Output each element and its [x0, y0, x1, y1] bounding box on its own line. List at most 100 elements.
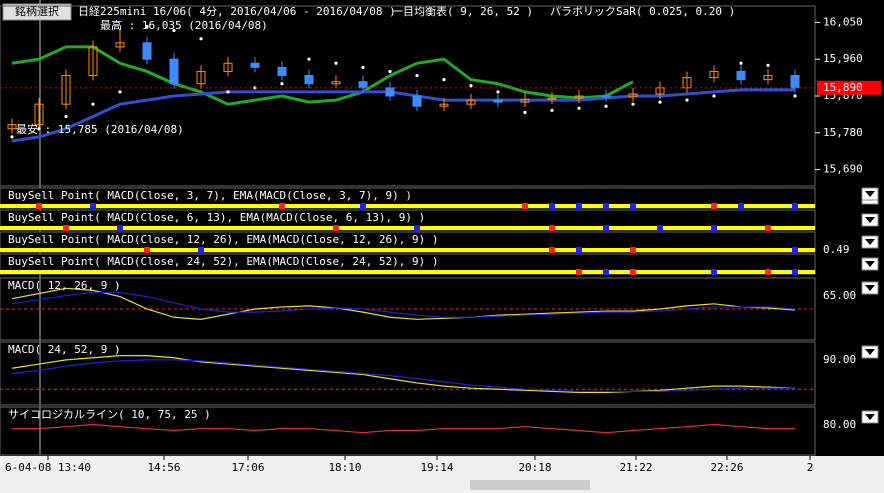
buy-signal [333, 225, 339, 231]
time-label: 21:22 [619, 461, 652, 474]
signal-band [0, 248, 815, 252]
signal-label: BuySell Point( MACD(Close, 12, 26), EMA(… [8, 233, 438, 246]
buy-signal [36, 203, 42, 209]
sar-dot [280, 82, 284, 86]
candle-body [169, 58, 179, 85]
indicator-line [11, 359, 795, 392]
sar-dot [172, 28, 176, 33]
sar-dot [361, 65, 365, 69]
sar-dot [577, 106, 581, 110]
signal-label: BuySell Point( MACD(Close, 6, 13), EMA(M… [8, 211, 425, 224]
buy-signal [549, 247, 555, 253]
high-annotation: 最高 : 16,035 (2016/04/08) [100, 18, 268, 32]
candle-body [439, 103, 449, 107]
panel-menu-arrow [865, 191, 875, 197]
sell-signal [792, 203, 798, 209]
signal-label: BuySell Point( MACD(Close, 3, 7), EMA(MA… [8, 189, 412, 202]
candle-body [763, 75, 773, 81]
indicator-panel [0, 341, 816, 406]
sell-signal [576, 203, 582, 209]
candle-body [7, 124, 17, 130]
side-label: 0.49 [823, 243, 850, 256]
sell-signal [603, 269, 609, 275]
indicator-line [11, 355, 796, 393]
sell-signal [738, 203, 744, 209]
candle-body [736, 70, 746, 81]
panel-menu-arrow [865, 217, 875, 223]
buy-signal [144, 247, 150, 253]
symbol-button[interactable] [2, 3, 72, 21]
candle-body [574, 95, 584, 99]
sar-dot [712, 94, 716, 98]
sell-signal [414, 225, 420, 231]
candle-body [385, 87, 395, 97]
indicator-line [11, 291, 796, 318]
candle-body [547, 97, 557, 100]
sell-signal [549, 203, 555, 209]
sell-signal [360, 203, 366, 209]
signal-band [0, 204, 815, 208]
price-badge [817, 80, 881, 95]
panel-menu-arrow [865, 349, 875, 355]
axis-label: 90.00 [823, 353, 856, 366]
symbol-button-label[interactable]: 銘柄選択 [15, 4, 59, 18]
sar-dot [793, 94, 797, 98]
sar-dot [658, 100, 662, 104]
sell-signal [576, 247, 582, 253]
sar-dot [604, 104, 608, 108]
indicator-line [11, 88, 795, 143]
sar-dot [523, 110, 527, 114]
candle-body [331, 81, 341, 85]
sell-signal [711, 225, 717, 231]
sar-dot [631, 102, 635, 106]
panel-menu-arrow [865, 414, 875, 420]
candle-body [250, 62, 260, 68]
sar-dot [37, 127, 41, 131]
time-label: 18:10 [328, 461, 361, 474]
buy-signal [630, 269, 636, 275]
sar-dot [91, 102, 95, 106]
sell-signal [792, 247, 798, 253]
candle-body [628, 93, 638, 98]
sar-dot [442, 78, 446, 82]
buy-signal [279, 203, 285, 209]
buy-signal [630, 247, 636, 253]
panel-label: MACD( 24, 52, 9 ) [8, 343, 121, 356]
indicator-line [11, 45, 634, 106]
candle-body [304, 75, 314, 85]
sell-signal [711, 269, 717, 275]
sar-dot [739, 61, 743, 65]
sell-signal [198, 247, 204, 253]
candle-body [223, 62, 233, 72]
sell-signal [657, 225, 663, 231]
scrollbar[interactable] [470, 480, 590, 490]
signal-band [0, 270, 815, 274]
sell-signal [792, 269, 798, 275]
panel-menu-arrow [865, 261, 875, 267]
candle-body [466, 99, 476, 105]
candle-body [34, 103, 44, 126]
ichimoku-label: 一目均衡表( 9, 26, 52 ) [392, 4, 533, 18]
candle-body [601, 95, 611, 98]
indicator-panel [0, 406, 816, 456]
buy-signal [549, 225, 555, 231]
axis-label: 65.00 [823, 289, 856, 302]
time-label: 19:14 [420, 461, 453, 474]
time-label: 2 [807, 461, 814, 474]
candle-body [412, 95, 422, 107]
y-tick-label: 15,690 [823, 163, 863, 176]
sar-dot [388, 69, 392, 74]
candle-body [358, 81, 368, 89]
candle-body [142, 42, 152, 60]
sar-dot [496, 90, 500, 94]
candle-body [493, 99, 503, 103]
candle-body [790, 75, 800, 89]
panel-menu-arrow [865, 285, 875, 291]
sar-dot [64, 114, 68, 119]
buy-signal [765, 269, 771, 275]
candle-body [520, 98, 530, 103]
sell-signal [603, 203, 609, 209]
sar-dot [685, 98, 689, 102]
sar-dot [469, 84, 473, 88]
